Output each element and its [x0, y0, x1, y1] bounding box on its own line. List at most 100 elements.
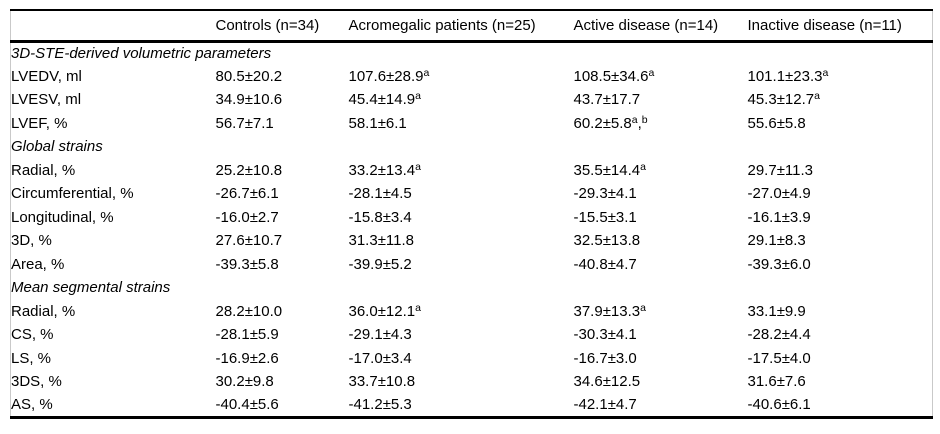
- value-cell: 31.6±7.6: [747, 373, 806, 391]
- significance-superscript: a: [423, 66, 430, 79]
- value-cell: -30.3±4.1: [573, 326, 637, 344]
- significance-superscript: a: [415, 160, 421, 173]
- value-cell: -17.0±3.4: [348, 349, 412, 367]
- value-cell: 45.3±12.7a: [747, 90, 820, 109]
- table-header: Controls (n=34) Acromegalic patients (n=…: [10, 10, 933, 41]
- parameter-label: LVEDV, ml: [11, 67, 82, 85]
- value-cell: 33.1±9.9: [747, 302, 806, 320]
- parameter-label: Radial, %: [11, 302, 76, 320]
- results-table-container: Controls (n=34) Acromegalic patients (n=…: [10, 9, 933, 419]
- table-row: LS, % -16.9±2.6 -17.0±3.4 -16.7±3.0 -17.5±4.…: [11, 347, 933, 371]
- value-cell: 33.7±10.8: [348, 373, 416, 391]
- value-cell: -28.1±4.5: [348, 185, 412, 203]
- value-cell: -28.2±4.4: [747, 326, 811, 344]
- value-cell: 29.7±11.3: [747, 161, 814, 179]
- table-row: 3DS, % 30.2±9.8 33.7±10.8 34.6±12.5 31.6±7.6: [11, 370, 933, 394]
- parameter-label: Area, %: [11, 255, 65, 273]
- value-cell: -28.1±5.9: [215, 326, 279, 344]
- parameter-column-header: [11, 10, 216, 41]
- value-cell: 34.9±10.6: [215, 91, 283, 109]
- value-cell: -39.3±6.0: [747, 255, 811, 273]
- value-cell: 101.1±23.3a: [747, 66, 829, 85]
- parameter-label: 3DS, %: [11, 373, 62, 391]
- value-cell: -40.8±4.7: [573, 255, 637, 273]
- significance-superscript: a: [640, 160, 646, 173]
- value-cell: -16.0±2.7: [215, 208, 279, 226]
- value-cell: 36.0±12.1a: [348, 301, 421, 320]
- value-cell: 28.2±10.0: [215, 302, 283, 320]
- significance-superscript: a: [822, 66, 829, 79]
- value-cell: -16.9±2.6: [215, 349, 279, 367]
- value-cell: -39.9±5.2: [348, 255, 412, 273]
- value-cell: 27.6±10.7: [215, 232, 283, 250]
- column-header-acromegalic: Acromegalic patients (n=25): [348, 16, 536, 34]
- value-cell: 55.6±5.8: [747, 114, 806, 132]
- value-cell: -29.3±4.1: [573, 185, 637, 203]
- parameter-label: Radial, %: [11, 161, 76, 179]
- section-row: Global strains: [11, 135, 933, 159]
- table-row: 3D, % 27.6±10.7 31.3±11.8 32.5±13.8 29.1±8.3: [11, 229, 933, 253]
- value-cell: 58.1±6.1: [348, 114, 407, 132]
- parameter-label: AS, %: [11, 396, 53, 413]
- value-cell: 108.5±34.6a: [573, 66, 655, 85]
- value-cell: 25.2±10.8: [215, 161, 283, 179]
- significance-superscript: a: [648, 66, 655, 79]
- significance-superscript: a: [814, 90, 820, 103]
- section-title: Global strains: [11, 138, 103, 156]
- table-row: Longitudinal, % -16.0±2.7 -15.8±3.4 -15.5±3…: [11, 206, 933, 230]
- value-cell: 60.2±5.8a,b: [573, 113, 648, 132]
- value-cell: 35.5±14.4a: [573, 160, 646, 179]
- significance-superscript: a: [415, 90, 421, 103]
- table-row: LVEDV, ml 80.5±20.2 107.6±28.9a 108.5±34.6a…: [11, 65, 933, 89]
- value-cell: 30.2±9.8: [215, 373, 274, 391]
- significance-superscript: a: [640, 301, 646, 314]
- results-table: Controls (n=34) Acromegalic patients (n=…: [10, 9, 933, 419]
- table-row: Radial, % 25.2±10.8 33.2±13.4a 35.5±14.4a 29…: [11, 159, 933, 183]
- parameter-label: Circumferential, %: [11, 185, 134, 203]
- column-header-inactive-disease: Inactive disease (n=11): [747, 16, 902, 34]
- value-cell: -42.1±4.7: [573, 396, 637, 413]
- value-cell: 43.7±17.7: [573, 91, 641, 109]
- header-row: Controls (n=34) Acromegalic patients (n=…: [10, 10, 933, 41]
- section-row: 3D-STE-derived volumetric parameters: [11, 41, 933, 65]
- parameter-label: 3D, %: [11, 232, 52, 250]
- value-cell: 37.9±13.3a: [573, 301, 646, 320]
- table-row: CS, % -28.1±5.9 -29.1±4.3 -30.3±4.1 -28.2±4.…: [11, 323, 933, 347]
- value-cell: 32.5±13.8: [573, 232, 641, 250]
- section-title: 3D-STE-derived volumetric parameters: [11, 45, 272, 62]
- value-cell: -27.0±4.9: [747, 185, 811, 203]
- parameter-label: LS, %: [11, 349, 52, 367]
- table-row: Circumferential, % -26.7±6.1 -28.1±4.5 -29.…: [11, 182, 933, 206]
- significance-superscript: a: [415, 301, 421, 314]
- column-header-active-disease: Active disease (n=14): [573, 16, 719, 34]
- table-row: Area, % -39.3±5.8 -39.9±5.2 -40.8±4.7 -39.3±…: [11, 253, 933, 277]
- value-cell: -16.7±3.0: [573, 349, 637, 367]
- value-cell: -26.7±6.1: [215, 185, 279, 203]
- value-cell: -40.6±6.1: [747, 396, 811, 413]
- table-row: LVESV, ml 34.9±10.6 45.4±14.9a 43.7±17.7 45.…: [11, 88, 933, 112]
- parameter-label: LVEF, %: [11, 114, 68, 132]
- value-cell: 33.2±13.4a: [348, 160, 421, 179]
- value-cell: 107.6±28.9a: [348, 66, 430, 85]
- value-cell: -39.3±5.8: [215, 255, 279, 273]
- column-header-controls: Controls (n=34): [215, 16, 320, 34]
- section-row: Mean segmental strains: [11, 276, 933, 300]
- value-cell: 31.3±11.8: [348, 232, 415, 250]
- significance-superscript: a: [631, 113, 638, 126]
- value-cell: -16.1±3.9: [747, 208, 811, 226]
- parameter-label: LVESV, ml: [11, 91, 82, 109]
- value-cell: -15.5±3.1: [573, 208, 637, 226]
- table-row: LVEF, % 56.7±7.1 58.1±6.1 60.2±5.8a,b 55.6±5…: [11, 112, 933, 136]
- parameter-label: Longitudinal, %: [11, 208, 114, 226]
- value-cell: -40.4±5.6: [215, 396, 279, 413]
- table-body: 3D-STE-derived volumetric parameters LVED…: [10, 41, 933, 417]
- value-cell: 80.5±20.2: [215, 67, 283, 85]
- table-row: AS, % -40.4±5.6 -41.2±5.3 -42.1±4.7 -40.6±6.…: [10, 394, 933, 417]
- value-cell: -17.5±4.0: [747, 349, 811, 367]
- value-cell: 45.4±14.9a: [348, 90, 421, 109]
- value-cell: -41.2±5.3: [348, 396, 412, 413]
- value-cell: 56.7±7.1: [215, 114, 274, 132]
- value-cell: 34.6±12.5: [573, 373, 641, 391]
- value-cell: -29.1±4.3: [348, 326, 412, 344]
- value-cell: 29.1±8.3: [747, 232, 806, 250]
